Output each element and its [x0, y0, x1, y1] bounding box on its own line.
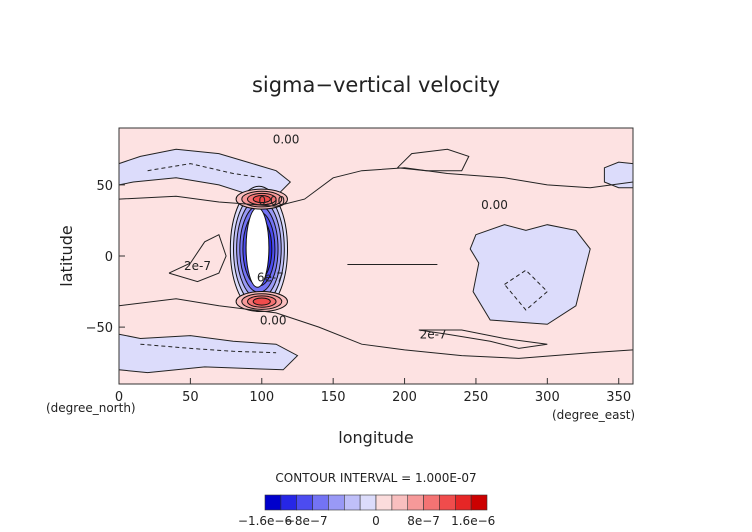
- y-axis-label: latitude: [57, 225, 76, 286]
- colorbar-label: −8e−7: [285, 514, 328, 528]
- x-tick-label: 0: [115, 390, 123, 405]
- contour-lines: [118, 148, 634, 359]
- contour-line: [168, 233, 227, 283]
- x-tick-label: 200: [392, 390, 417, 405]
- colorbar-swatch: [454, 494, 472, 511]
- contour-label: 0.00: [258, 194, 285, 208]
- negative-regions: [118, 148, 634, 374]
- negative-contour-line: [147, 163, 262, 179]
- positive-lobe-band: [252, 195, 271, 204]
- contour-line: [118, 167, 634, 207]
- colorbar-swatch: [470, 494, 488, 511]
- contour-label: 2e-7: [420, 327, 447, 341]
- negative-contour-line: [140, 343, 277, 354]
- contour-line: [418, 329, 548, 349]
- colorbar-swatch: [439, 494, 456, 511]
- contour-label: 6e-7: [257, 271, 284, 285]
- chart-title: sigma−vertical velocity: [252, 73, 500, 97]
- x-axis-unit: (degree_east): [552, 408, 635, 422]
- colorbar-label: 8e−7: [407, 514, 440, 528]
- x-tick-label: 100: [249, 390, 274, 405]
- negative-region: [118, 148, 292, 197]
- colorbar-label: −1.6e−6: [238, 514, 292, 528]
- contour-label: 2e-7: [184, 259, 211, 273]
- contour-label: 0.00: [260, 313, 287, 327]
- contour-interval-label: CONTOUR INTERVAL = 1.000E-07: [275, 471, 476, 485]
- colorbar-labels: −1.6e−6−8e−7 0 8e−7 1.6e−6: [238, 514, 495, 528]
- y-tick-label: 50: [96, 179, 113, 194]
- x-tick-label: 250: [464, 390, 489, 405]
- colorbar-swatch: [375, 494, 393, 511]
- colorbar-label: 1.6e−6: [451, 514, 495, 528]
- plot-area: 0.00 0.00 0.00 0.00 2e-7 2e-7 6e-7 0 50 100 150 20…: [86, 127, 634, 405]
- x-axis-ticks: 0 50 100 150 200 250 300 350: [115, 378, 631, 405]
- colorbar-swatch: [359, 494, 377, 511]
- x-tick-label: 300: [535, 390, 560, 405]
- colorbar-label: 0: [372, 514, 380, 528]
- colorbar-swatch: [264, 494, 282, 511]
- colorbar-swatch: [312, 494, 329, 511]
- y-tick-label: 0: [105, 250, 113, 265]
- colorbar-swatch: [407, 494, 424, 511]
- y-axis-ticks: −50 0 50: [86, 179, 125, 336]
- colorbar: [264, 494, 488, 511]
- colorbar-swatch: [296, 494, 313, 511]
- x-axis-label: longitude: [338, 428, 413, 447]
- contour-line: [118, 298, 634, 359]
- x-tick-label: 150: [321, 390, 346, 405]
- contour-label: 0.00: [481, 198, 508, 212]
- colorbar-swatch: [328, 494, 345, 511]
- contour-label: 0.00: [273, 133, 300, 147]
- contour-labels: 0.00 0.00 0.00 0.00 2e-7 2e-7 6e-7: [184, 133, 508, 342]
- negative-contour-line: [504, 269, 549, 311]
- colorbar-swatch: [423, 494, 440, 511]
- positive-lobe-band: [252, 297, 271, 306]
- colorbar-swatch: [280, 494, 298, 511]
- negative-region: [118, 333, 299, 374]
- contour-line: [397, 148, 470, 172]
- y-tick-label: −50: [86, 321, 113, 336]
- y-axis-unit: (degree_north): [46, 401, 136, 415]
- colorbar-swatch: [343, 494, 361, 511]
- x-tick-label: 50: [182, 390, 199, 405]
- colorbar-swatch: [391, 494, 409, 511]
- x-tick-label: 350: [606, 390, 631, 405]
